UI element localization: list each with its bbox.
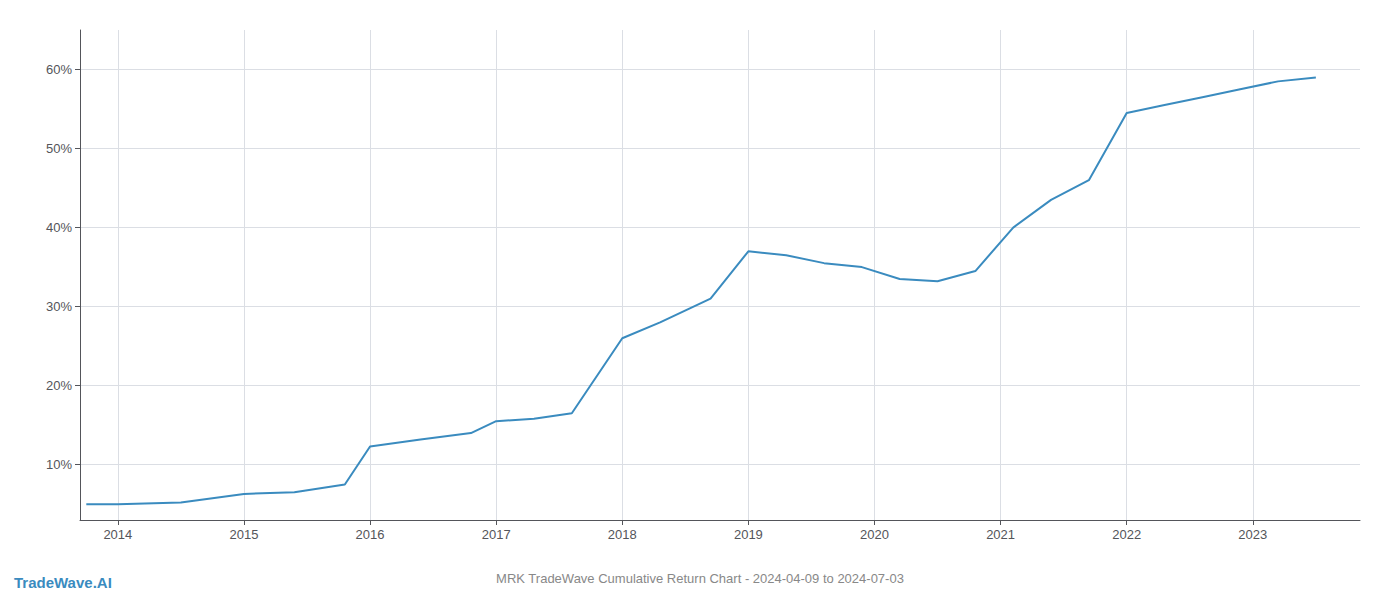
- svg-text:2018: 2018: [608, 527, 637, 542]
- svg-text:10%: 10%: [46, 457, 72, 472]
- svg-text:30%: 30%: [46, 299, 72, 314]
- svg-text:2017: 2017: [482, 527, 511, 542]
- svg-text:TradeWave.AI: TradeWave.AI: [14, 574, 112, 591]
- svg-text:50%: 50%: [46, 141, 72, 156]
- svg-text:2022: 2022: [1112, 527, 1141, 542]
- svg-text:MRK TradeWave Cumulative Retur: MRK TradeWave Cumulative Return Chart - …: [496, 571, 904, 586]
- svg-text:20%: 20%: [46, 378, 72, 393]
- svg-text:2021: 2021: [986, 527, 1015, 542]
- svg-text:2016: 2016: [356, 527, 385, 542]
- svg-text:2015: 2015: [229, 527, 258, 542]
- svg-text:2020: 2020: [860, 527, 889, 542]
- svg-text:2023: 2023: [1238, 527, 1267, 542]
- svg-text:2019: 2019: [734, 527, 763, 542]
- svg-text:60%: 60%: [46, 62, 72, 77]
- svg-text:40%: 40%: [46, 220, 72, 235]
- svg-text:2014: 2014: [103, 527, 132, 542]
